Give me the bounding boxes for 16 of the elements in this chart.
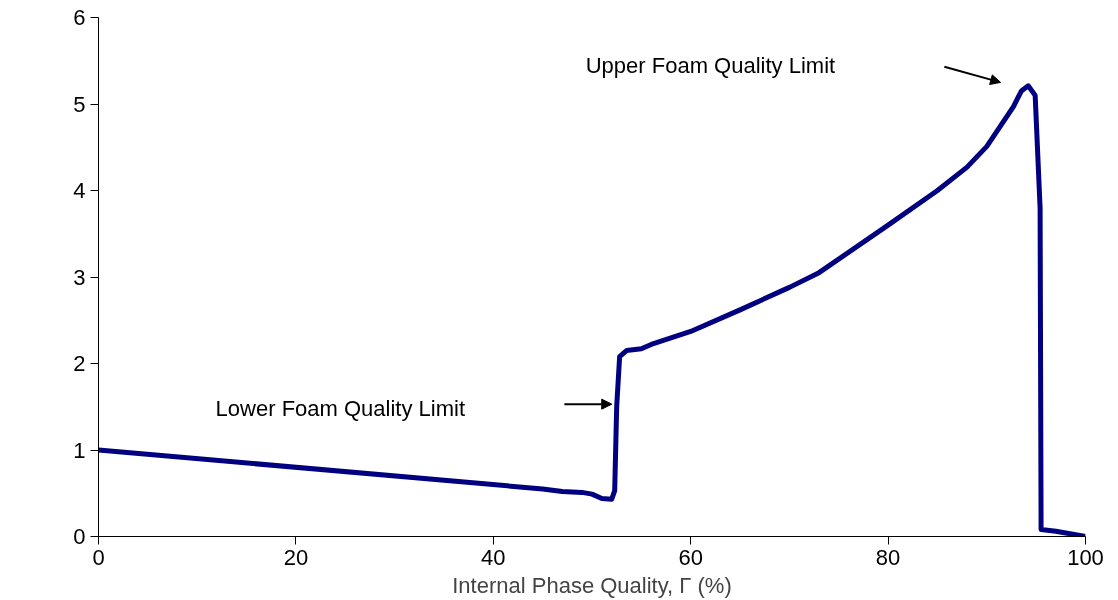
x-tick-label: 60: [678, 544, 703, 570]
x-axis-title: Internal Phase Quality, Γ (%): [452, 572, 732, 598]
y-tick-label: 0: [73, 524, 86, 549]
y-tick-label: 5: [73, 91, 86, 117]
y-tick-label: 1: [73, 437, 86, 463]
x-tick-label: 0: [92, 544, 105, 570]
y-tick-label: 3: [73, 264, 86, 290]
y-tick-label: 2: [73, 351, 86, 376]
annotation: Lower Foam Quality Limit: [215, 395, 466, 421]
annotation: Upper Foam Quality Limit: [585, 52, 836, 78]
x-tick-label: 20: [283, 544, 309, 570]
x-tick-label: 40: [481, 544, 506, 570]
x-tick-label: 100: [1067, 544, 1104, 570]
y-tick-label: 4: [73, 178, 86, 203]
y-tick-label: 6: [73, 5, 86, 30]
x-tick-label: 80: [875, 544, 901, 570]
